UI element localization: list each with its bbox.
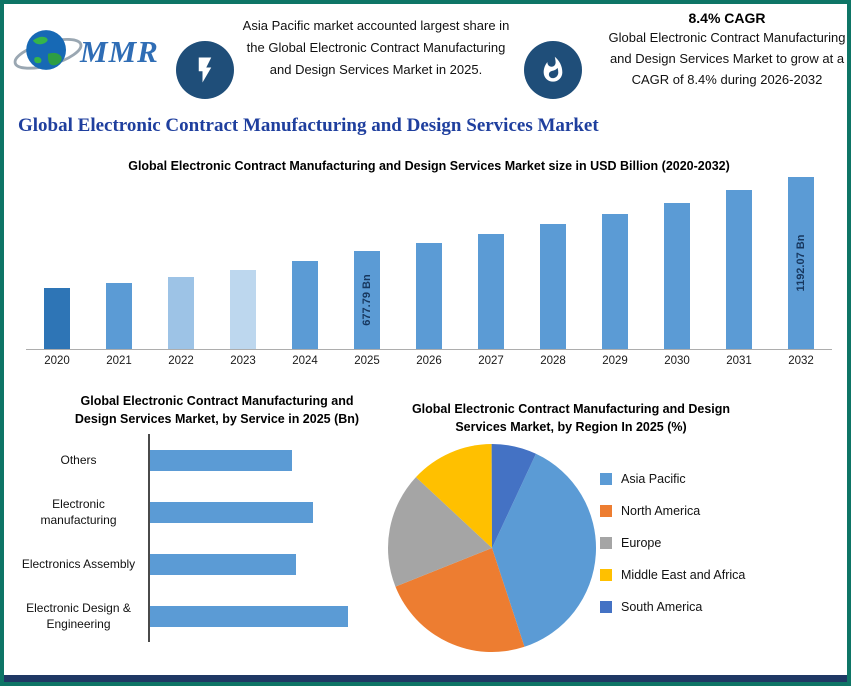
bar-slot-2029 xyxy=(584,214,646,349)
bar-slot-2022 xyxy=(150,277,212,349)
service-row-others: Others xyxy=(14,434,386,487)
x-tick-2021: 2021 xyxy=(106,355,132,367)
legend-swatch-asia-pacific xyxy=(600,473,612,485)
x-tick-2032: 2032 xyxy=(788,355,814,367)
bar-2026 xyxy=(416,243,442,349)
bar-2029 xyxy=(602,214,628,349)
x-tick-2020: 2020 xyxy=(44,355,70,367)
bar-2031 xyxy=(726,190,752,349)
legend-item-north-america: North America xyxy=(600,504,745,518)
flame-icon xyxy=(524,41,582,99)
x-tick-2031: 2031 xyxy=(726,355,752,367)
bar-2023 xyxy=(230,270,256,349)
cagr-text: Global Electronic Contract Manufacturing… xyxy=(608,30,846,88)
bar-slot-2031 xyxy=(708,190,770,349)
legend-item-europe: Europe xyxy=(600,536,745,550)
x-tick-2030: 2030 xyxy=(664,355,690,367)
bar-2030 xyxy=(664,203,690,349)
bar-slot-2027 xyxy=(460,234,522,349)
bar-2020 xyxy=(44,288,70,349)
service-row-electronic-design-engineering: Electronic Design & Engineering xyxy=(14,590,386,643)
legend-swatch-europe xyxy=(600,537,612,549)
bar-slot-2026 xyxy=(398,243,460,349)
service-bar-others xyxy=(150,449,292,471)
service-barzone-electronics-assembly xyxy=(148,538,386,591)
x-tick-2029: 2029 xyxy=(602,355,628,367)
service-rows: Others Electronic manufacturing Electronic… xyxy=(14,434,386,643)
service-bar-electronic-design-engineering xyxy=(150,605,348,627)
bar-2024 xyxy=(292,261,318,349)
x-tick-2028: 2028 xyxy=(540,355,566,367)
pie-slice-europe xyxy=(388,477,492,587)
x-tick-2023: 2023 xyxy=(230,355,256,367)
bar-slot-2028 xyxy=(522,224,584,349)
market-size-plot: 677.79 Bn 1192.07 Bn xyxy=(26,172,832,350)
cagr-heading: 8.4% CAGR xyxy=(688,10,766,26)
legend-label-north-america: North America xyxy=(621,504,701,518)
bar-slot-2025: 677.79 Bn xyxy=(336,251,398,349)
service-bar-electronics-assembly xyxy=(150,553,296,575)
legend-item-middle-east-and-africa: Middle East and Africa xyxy=(600,568,745,582)
service-label-others: Others xyxy=(60,453,97,468)
pie-slice-north-america xyxy=(395,548,525,653)
service-barzone-electronic-manufacturing xyxy=(148,486,386,539)
pie-slice-middle-east-and-africa xyxy=(415,444,492,548)
callout-cagr: 8.4% CAGR Global Electronic Contract Man… xyxy=(604,10,847,90)
legend-label-south-america: South America xyxy=(621,600,703,614)
legend-swatch-middle-east-and-africa xyxy=(600,569,612,581)
service-bar-electronic-manufacturing xyxy=(150,501,313,523)
x-tick-2022: 2022 xyxy=(168,355,194,367)
bar-2025: 677.79 Bn xyxy=(354,251,380,349)
mmr-logo: MMR xyxy=(12,12,177,92)
bar-value-label-2032: 1192.07 Bn xyxy=(795,234,807,292)
bar-slot-2030 xyxy=(646,203,708,349)
legend-item-asia-pacific: Asia Pacific xyxy=(600,472,745,486)
x-tick-2024: 2024 xyxy=(292,355,318,367)
service-chart-title: Global Electronic Contract Manufacturing… xyxy=(74,394,360,427)
service-row-electronic-manufacturing: Electronic manufacturing xyxy=(14,486,386,539)
lightning-icon xyxy=(176,41,234,99)
service-label-electronic-design-engineering: Electronic Design & Engineering xyxy=(26,601,131,632)
region-chart: Global Electronic Contract Manufacturing… xyxy=(388,392,841,676)
bar-2021 xyxy=(106,283,132,349)
legend-label-asia-pacific: Asia Pacific xyxy=(621,472,686,486)
service-row-electronics-assembly: Electronics Assembly xyxy=(14,538,386,591)
bar-slot-2024 xyxy=(274,261,336,349)
service-label-electronic-manufacturing: Electronic manufacturing xyxy=(40,497,117,528)
region-chart-title: Global Electronic Contract Manufacturing… xyxy=(411,402,731,435)
bar-slot-2021 xyxy=(88,283,150,349)
legend-swatch-north-america xyxy=(600,505,612,517)
bar-slot-2023 xyxy=(212,270,274,349)
bar-2022 xyxy=(168,277,194,349)
legend-item-south-america: South America xyxy=(600,600,745,614)
legend-label-europe: Europe xyxy=(621,536,662,550)
pie-slice-asia-pacific xyxy=(492,453,597,647)
x-tick-2027: 2027 xyxy=(478,355,504,367)
legend-swatch-south-america xyxy=(600,601,612,613)
bottom-strip xyxy=(4,675,847,682)
pie-slice-south-america xyxy=(491,443,536,548)
service-barzone-electronic-design-engineering xyxy=(148,590,386,643)
service-chart: Global Electronic Contract Manufacturing… xyxy=(14,392,386,676)
page-title: Global Electronic Contract Manufacturing… xyxy=(18,115,599,136)
bar-value-label-2025: 677.79 Bn xyxy=(361,274,373,326)
legend-label-middle-east-and-africa: Middle East and Africa xyxy=(621,568,746,582)
region-legend: Asia Pacific North America Europe Middle Ea… xyxy=(600,472,745,632)
bar-slot-2020 xyxy=(26,288,88,349)
x-tick-2025: 2025 xyxy=(354,355,380,367)
bar-2028 xyxy=(540,224,566,349)
service-label-electronics-assembly: Electronics Assembly xyxy=(21,557,136,572)
bar-2032: 1192.07 Bn xyxy=(788,177,814,349)
region-pie xyxy=(388,443,597,653)
logo-text: MMR xyxy=(80,34,159,69)
market-size-chart-title: Global Electronic Contract Manufacturing… xyxy=(128,159,730,173)
globe-icon xyxy=(12,18,84,87)
service-barzone-others xyxy=(148,434,386,487)
bar-2027 xyxy=(478,234,504,349)
callout-asia-pacific-text: Asia Pacific market accounted largest sh… xyxy=(242,18,510,77)
x-tick-2026: 2026 xyxy=(416,355,442,367)
market-size-xlabels: 2020 2021 2022 2023 2024 2025 2026 2027 2028 2029… xyxy=(26,355,832,367)
bar-slot-2032: 1192.07 Bn xyxy=(770,177,832,349)
